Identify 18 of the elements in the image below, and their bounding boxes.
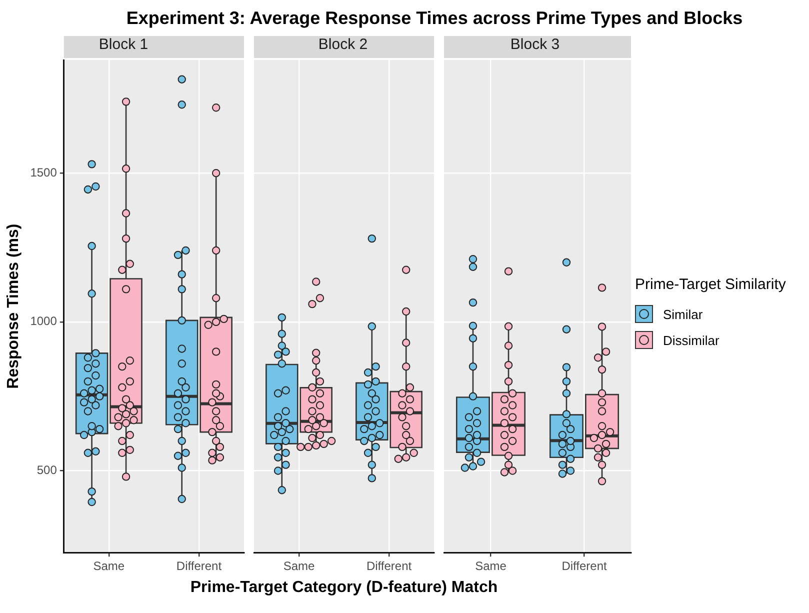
legend-label: Dissimilar bbox=[663, 332, 720, 348]
text: Experiment 3: Average Response Times across Prime Types and Blocks bbox=[125, 8, 744, 29]
x-tick-label: Different bbox=[176, 559, 222, 574]
y-tick-label: 500 bbox=[36, 463, 58, 478]
chart-subtitle: Block 1 bbox=[98, 36, 148, 54]
legend-label: Similar bbox=[663, 306, 703, 322]
x-tick-label: Same bbox=[283, 559, 315, 574]
x-axis-title: Prime-Target Category (D-feature) Match bbox=[189, 579, 499, 597]
chart-subtitle: Block 2 bbox=[318, 36, 368, 54]
x-tick-label: Same bbox=[475, 559, 507, 574]
x-tick-label: Different bbox=[562, 559, 608, 574]
y-tick-label: 1000 bbox=[30, 314, 58, 328]
y-tick-label: 1500 bbox=[30, 165, 58, 180]
legend-title: Prime-Target Similarity bbox=[635, 276, 787, 293]
y-axis-title: Response Times (ms) bbox=[5, 224, 22, 389]
x-tick-label: Same bbox=[93, 559, 125, 574]
x-tick-label: Different bbox=[366, 559, 412, 574]
chart-subtitle: Block 3 bbox=[510, 36, 560, 54]
